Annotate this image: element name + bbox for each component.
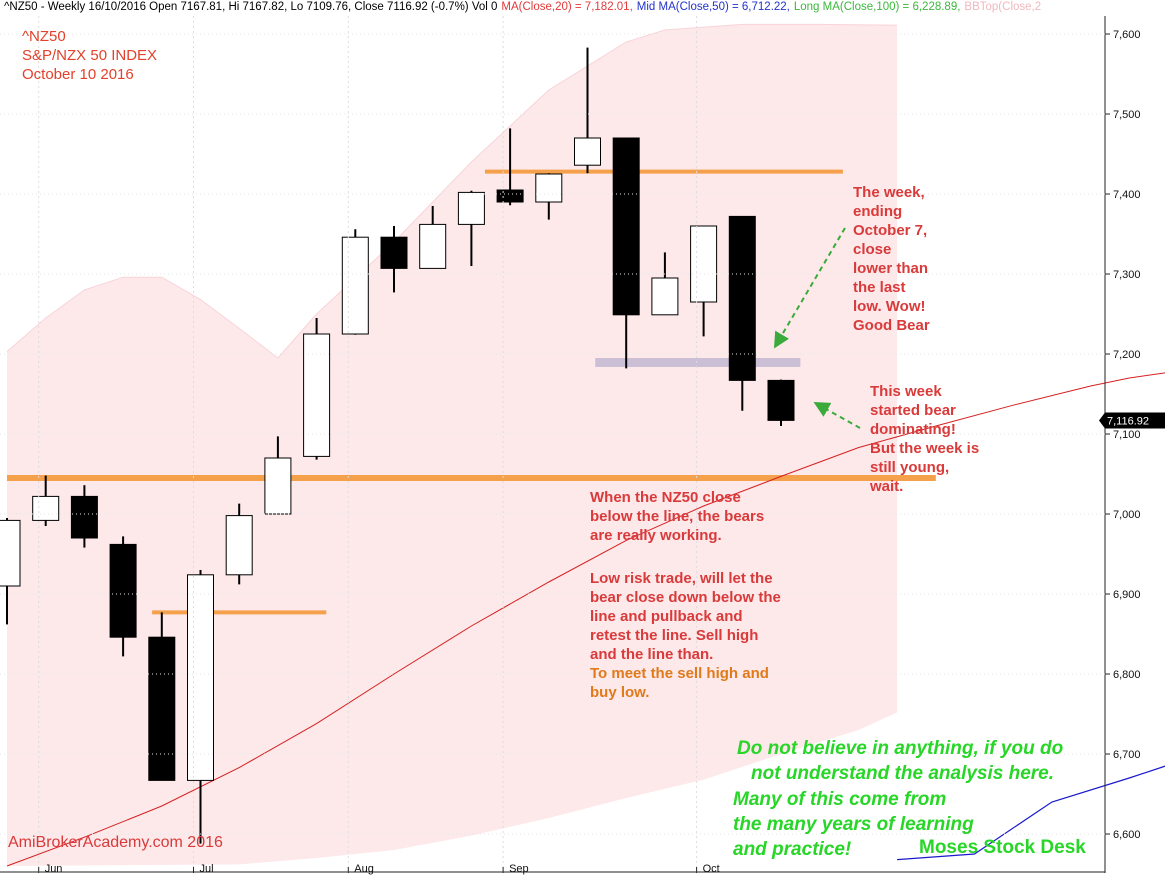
candle: [690, 225, 718, 337]
candle: [187, 570, 214, 844]
x-tick-label: Jun: [45, 863, 63, 875]
candle-body: [225, 515, 253, 576]
candle: [535, 173, 563, 220]
y-tick-label: 7,400: [1113, 189, 1141, 201]
candle-body: [109, 543, 137, 638]
candle-body: [728, 215, 756, 381]
y-tick-label: 7,000: [1113, 509, 1141, 521]
y-tick-label: 7,100: [1113, 429, 1141, 441]
candle-body: [70, 495, 98, 539]
note-week-ending: The week, ending October 7, close lower …: [853, 184, 930, 334]
y-tick-label: 7,600: [1113, 29, 1141, 41]
candle: [457, 190, 485, 266]
support-resistance-lines: [7, 169, 936, 615]
annotation-arrows: [773, 227, 861, 429]
note-low-risk: Low risk trade, will let the bear close …: [590, 570, 781, 663]
bb-upper-line: [6, 23, 898, 359]
y-tick-label: 6,800: [1113, 669, 1141, 681]
candle-body: [690, 225, 718, 303]
candle: [612, 137, 640, 369]
candle: [380, 226, 408, 293]
candle-body: [148, 636, 176, 781]
note-this-week: This week started bear dominating! But t…: [870, 383, 980, 495]
note-experience: Many of this come from the many years of…: [733, 789, 974, 860]
candle-body: [535, 173, 563, 203]
note-meet: To meet the sell high and buy low.: [590, 665, 769, 701]
title-date: October 10 2016: [22, 66, 134, 83]
header-ma20: MA(Close,20) = 7,182.01,: [501, 1, 633, 13]
candle-body: [303, 333, 331, 457]
candle-body: [457, 191, 485, 225]
purple-zone: [595, 358, 801, 367]
candle: [341, 229, 369, 335]
x-tick-label: Sep: [509, 863, 529, 875]
y-tick-label: 6,700: [1113, 749, 1141, 761]
candle: [419, 206, 447, 269]
header-ma100: Long MA(Close,100) = 6,228.89,: [793, 1, 961, 13]
arrow-week-ending: [773, 227, 846, 349]
candle: [148, 612, 176, 781]
x-tick-label: Jul: [200, 863, 214, 875]
candle-body: [651, 277, 679, 316]
candle-body: [0, 519, 21, 587]
candle: [109, 536, 137, 657]
moving-averages: [6, 372, 1165, 867]
candle-body: [612, 137, 640, 316]
desk-label: Moses Stock Desk: [919, 837, 1086, 858]
bb-band-fill: [7, 24, 898, 866]
candle-body: [574, 137, 601, 166]
header-bb: BBTop(Close,2: [964, 1, 1042, 13]
candles: [0, 47, 795, 844]
note-below-line: When the NZ50 close below the line, the …: [590, 489, 765, 544]
candle: [70, 485, 98, 548]
candle-body: [767, 379, 795, 421]
y-tick-label: 6,600: [1113, 829, 1141, 841]
candle-body: [32, 495, 60, 521]
ma50-line: [897, 765, 1165, 861]
candle: [0, 518, 21, 625]
watermark: AmiBrokerAcademy.com 2016: [8, 834, 223, 851]
title-symbol: ^NZ50: [22, 28, 66, 45]
candle: [651, 252, 679, 316]
candle-body: [380, 236, 408, 269]
candle: [728, 215, 756, 411]
candle: [303, 318, 331, 460]
last-price-tag: [1099, 412, 1165, 429]
candle-body: [187, 574, 214, 781]
chart-header: ^NZ50 - Weekly 16/10/2016 Open 7167.81, …: [4, 1, 1045, 13]
last-price-label: 7,116.92: [1107, 415, 1149, 427]
title-index: S&P/NZX 50 INDEX: [22, 47, 158, 64]
axes: 6,600 6,700 6,800 6,900 7,000 7,100 7,200 7,300…: [0, 16, 1165, 875]
candle-body: [496, 189, 524, 203]
bollinger-band: [6, 23, 898, 866]
y-tick-label: 7,500: [1113, 109, 1141, 121]
candle: [767, 379, 795, 426]
y-tick-label: 7,300: [1113, 269, 1141, 281]
header-ticker: ^NZ50 - Weekly 16/10/2016 Open 7167.81, …: [4, 1, 498, 13]
x-tick-label: Oct: [703, 863, 720, 875]
ma20-line: [6, 372, 1165, 867]
header-ma50: Mid MA(Close,50) = 6,712.22,: [636, 1, 790, 13]
candle-body: [341, 236, 369, 335]
candle-body: [419, 223, 447, 269]
y-tick-label: 6,900: [1113, 589, 1141, 601]
candle-body: [264, 457, 292, 515]
candle: [574, 47, 601, 174]
y-tick-label: 7,200: [1113, 349, 1141, 361]
candle: [32, 475, 60, 526]
x-tick-label: Aug: [354, 863, 374, 875]
note-disclaimer: Do not believe in anything, if you do no…: [737, 738, 1064, 784]
candle: [264, 436, 292, 515]
candle: [225, 503, 253, 585]
